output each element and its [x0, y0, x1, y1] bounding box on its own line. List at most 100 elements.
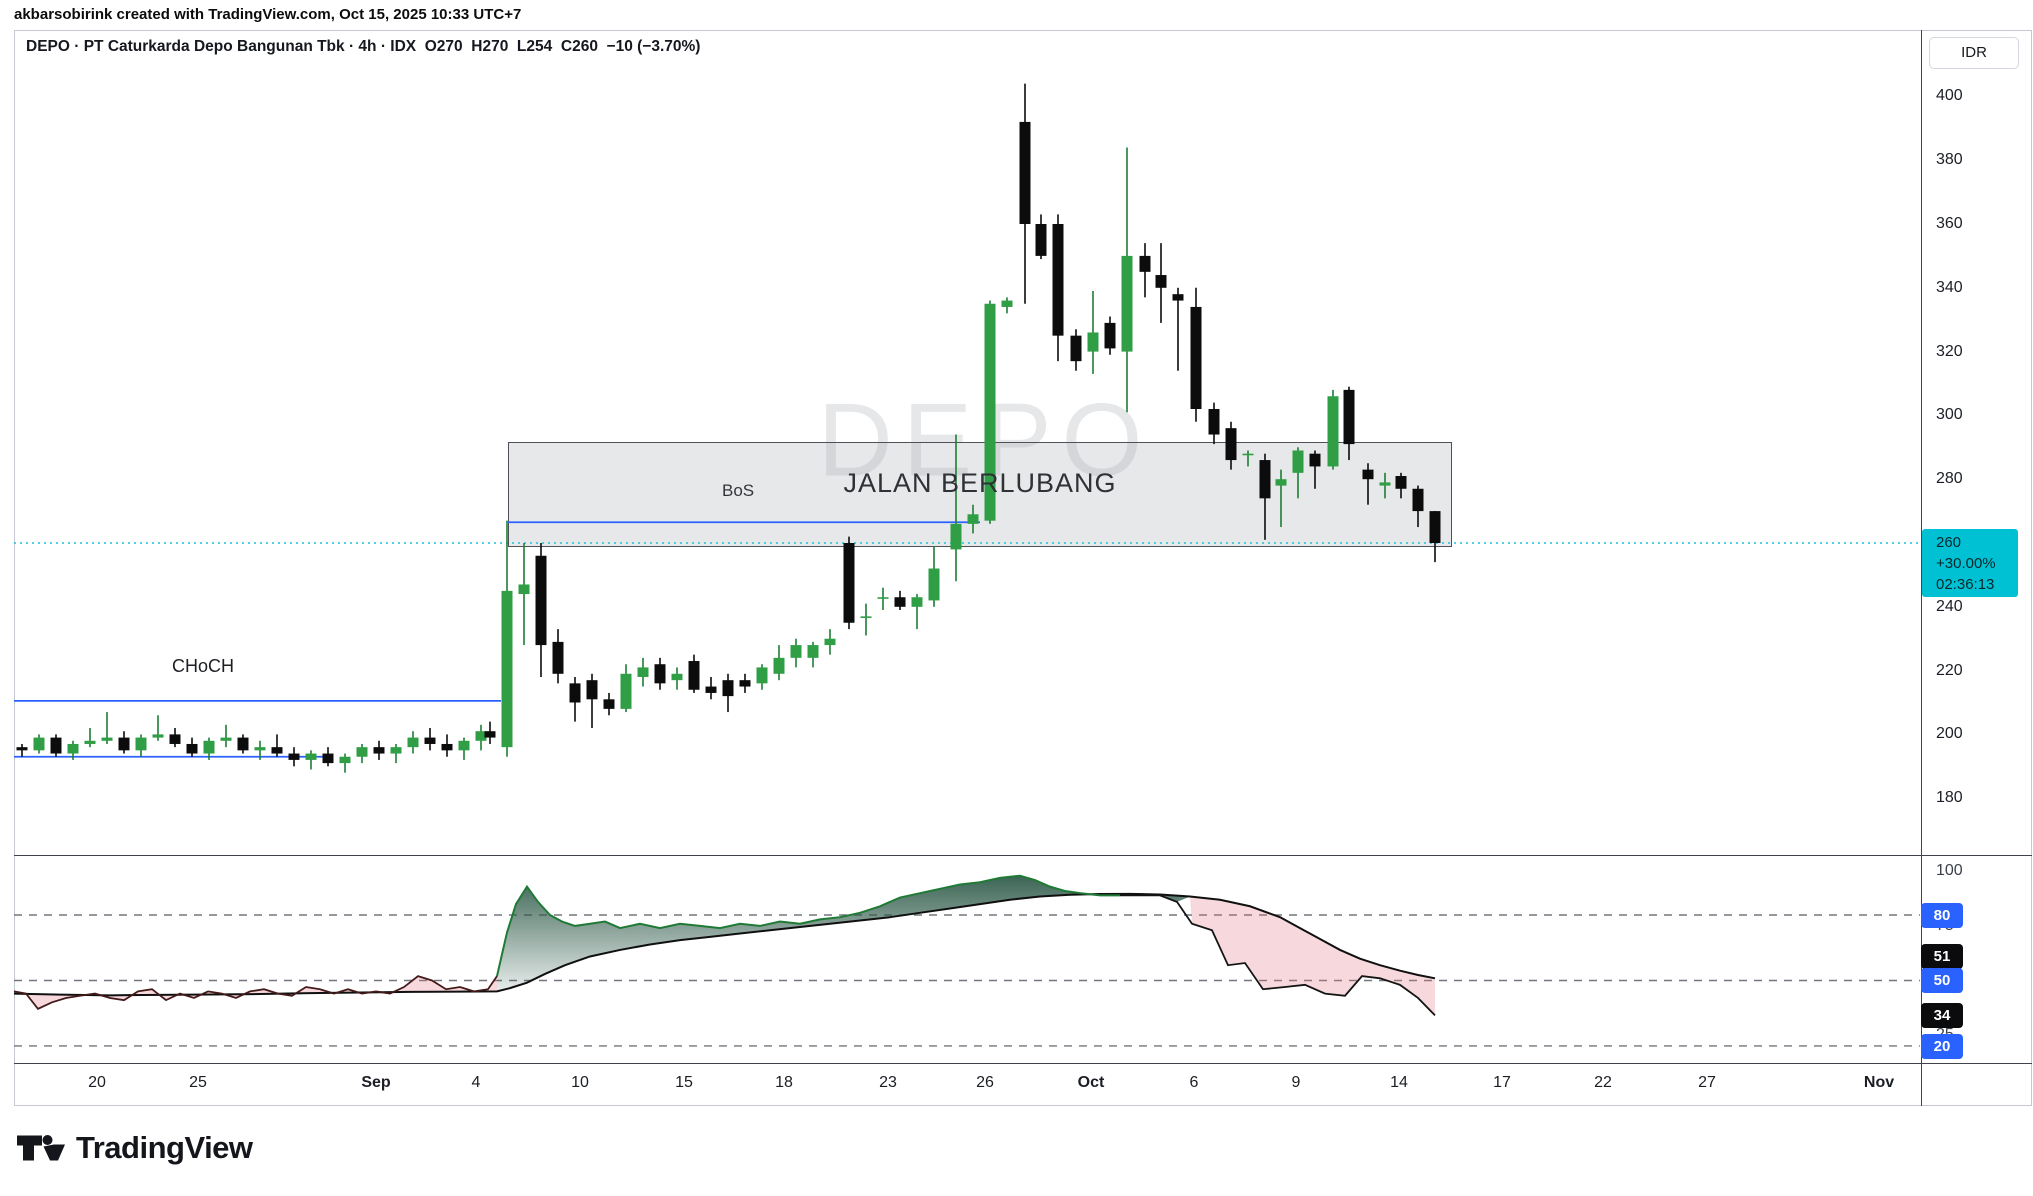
candle-body: [1035, 224, 1047, 256]
candle-body: [552, 641, 564, 674]
candle-body: [1242, 453, 1254, 456]
pane-separator[interactable]: [14, 855, 2032, 856]
candle-body: [1343, 389, 1355, 445]
time-tick: 27: [1698, 1074, 1716, 1091]
current-price-badge: 260 +30.00% 02:36:13: [1922, 529, 2018, 597]
candle-body: [1070, 335, 1082, 362]
time-tick: Nov: [1863, 1074, 1895, 1091]
supply-zone-label: JALAN BERLUBANG: [843, 468, 1117, 498]
candle-body: [1362, 469, 1374, 480]
candle-body: [1001, 300, 1013, 307]
candle-body: [756, 667, 768, 684]
candle-body: [1395, 476, 1407, 489]
candle-body: [288, 753, 300, 760]
candle-body: [458, 740, 470, 751]
symbol-watermark: DEPO: [818, 382, 1153, 501]
candle-body: [1225, 428, 1237, 461]
candle-body: [169, 734, 181, 744]
candle-body: [220, 737, 232, 741]
candle-body: [305, 753, 317, 760]
candle-body: [790, 645, 802, 658]
time-tick: 23: [879, 1074, 897, 1091]
candle-body: [1429, 511, 1441, 543]
time-tick: 25: [189, 1074, 207, 1091]
candle-body: [722, 680, 734, 697]
time-tick: 9: [1291, 1074, 1301, 1091]
price-tick: 360: [1936, 215, 1963, 232]
tradingview-logo-text: TradingView: [76, 1130, 253, 1165]
time-tick: Sep: [361, 1074, 391, 1091]
candle-body: [518, 584, 530, 595]
candle-body: [1412, 488, 1424, 512]
attribution-text: akbarsobirink created with TradingView.c…: [14, 6, 522, 23]
candle-body: [671, 673, 683, 681]
candle-body: [373, 747, 385, 754]
candle-body: [603, 699, 615, 709]
candle-body: [569, 683, 581, 703]
candle-body: [356, 747, 368, 757]
current-countdown: 02:36:13: [1936, 576, 1995, 593]
indicator-level-badge: 20: [1921, 1033, 1963, 1059]
time-tick: 6: [1189, 1074, 1199, 1091]
candle-body: [1327, 396, 1339, 467]
tradingview-logo[interactable]: TradingView: [16, 1130, 253, 1166]
time-tick: 22: [1594, 1074, 1612, 1091]
candle-body: [1190, 306, 1202, 410]
candle-body: [1259, 460, 1271, 499]
candle-body: [118, 737, 130, 751]
candle-body: [637, 667, 649, 677]
candle-body: [1104, 322, 1116, 349]
indicator-level-badge: 80: [1921, 903, 1963, 928]
candle-body: [928, 568, 940, 601]
candle-body: [620, 673, 632, 709]
candle-body: [535, 555, 547, 646]
price-scale-separator: [1921, 30, 1922, 1106]
candle-body: [911, 597, 923, 607]
indicator-fill: [14, 976, 497, 1009]
candle-body: [501, 590, 513, 748]
time-tick: 14: [1390, 1074, 1408, 1091]
candle-body: [877, 597, 889, 599]
currency-button[interactable]: IDR: [1929, 37, 2019, 69]
candle-body: [1121, 255, 1133, 352]
time-tick: 4: [471, 1074, 481, 1091]
price-tick: 300: [1936, 406, 1963, 424]
time-tick: Oct: [1077, 1074, 1105, 1091]
candle-body: [407, 737, 419, 748]
candle-body: [84, 740, 96, 744]
candle-body: [441, 743, 453, 751]
candle-body: [1379, 482, 1391, 486]
bos-label: BoS: [722, 481, 755, 500]
candle-body: [152, 734, 164, 738]
indicator-fast-line-left: [13, 975, 498, 1010]
current-price: 260: [1936, 534, 1962, 551]
candle-body: [271, 747, 283, 754]
indicator-fast-line-mid: [496, 874, 1120, 977]
candle-body: [967, 514, 979, 524]
symbol-legend[interactable]: DEPO · PT Caturkarda Depo Bangunan Tbk ·…: [26, 38, 701, 55]
candle-body: [586, 680, 598, 700]
candle-body: [807, 645, 819, 658]
price-tick: 340: [1936, 278, 1963, 296]
candle-body: [705, 686, 717, 693]
candle-body: [1292, 450, 1304, 473]
time-axis-separator: [14, 1063, 2032, 1064]
candle-body: [1208, 409, 1220, 435]
candle-body: [984, 303, 996, 521]
candle-body: [16, 747, 28, 751]
time-tick: 15: [675, 1074, 693, 1091]
candle-body: [688, 661, 700, 690]
time-tick: 10: [571, 1074, 589, 1091]
candle-body: [135, 737, 147, 751]
candle-body: [424, 737, 436, 744]
candle-body: [1309, 453, 1321, 467]
price-tick: 220: [1936, 661, 1963, 679]
candle-body: [237, 737, 249, 751]
price-tick: 280: [1936, 470, 1963, 488]
candle-body: [322, 753, 334, 764]
candle-body: [843, 543, 855, 623]
price-tick: 400: [1936, 87, 1963, 105]
candle-body: [101, 737, 113, 741]
